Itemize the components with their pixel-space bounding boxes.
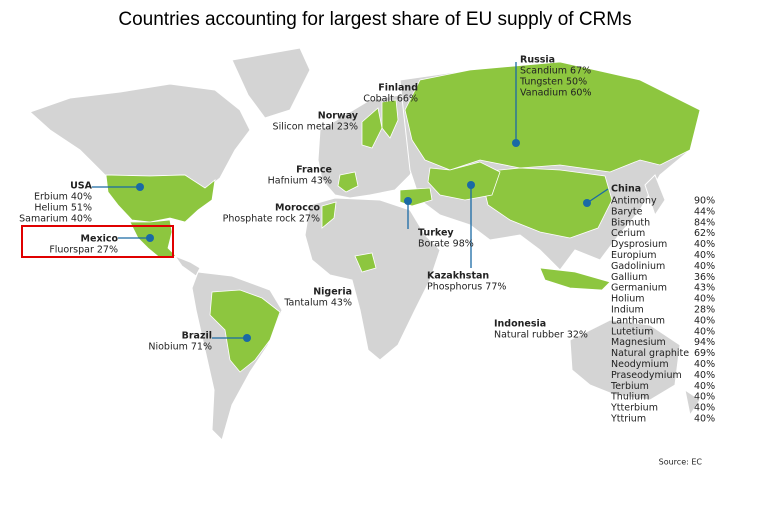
china-material: Magnesium bbox=[611, 337, 666, 348]
country-name: Norway bbox=[318, 111, 359, 122]
leaders bbox=[92, 62, 609, 342]
china-share: 43% bbox=[694, 283, 715, 294]
country-material: Scandium 67% bbox=[520, 66, 591, 77]
china-material: Gadolinium bbox=[611, 261, 665, 272]
china-material: Natural graphite bbox=[611, 348, 689, 359]
china-material: Terbium bbox=[610, 381, 649, 392]
china-material: Thulium bbox=[610, 392, 649, 403]
china-share: 28% bbox=[694, 305, 715, 316]
china-material: Germanium bbox=[611, 283, 667, 294]
china-share: 40% bbox=[694, 403, 715, 414]
country-material: Borate 98% bbox=[418, 239, 474, 250]
country-material: Tungsten 50% bbox=[519, 77, 587, 88]
china-share: 36% bbox=[694, 272, 715, 283]
china-share: 40% bbox=[694, 261, 715, 272]
china-share: 40% bbox=[694, 315, 715, 326]
china-share: 40% bbox=[694, 294, 715, 305]
highlight-box bbox=[21, 225, 174, 258]
country-material: Cobalt 66% bbox=[363, 94, 418, 105]
china-share: 40% bbox=[694, 414, 715, 425]
china-share: 84% bbox=[694, 217, 715, 228]
china-material: Cerium bbox=[611, 228, 645, 239]
china-share: 94% bbox=[694, 337, 715, 348]
china-material: Dysprosium bbox=[611, 239, 667, 250]
china-share: 40% bbox=[694, 381, 715, 392]
country-name: Brazil bbox=[182, 331, 212, 342]
country-name: Finland bbox=[378, 83, 418, 94]
country-name: Russia bbox=[520, 55, 555, 66]
title: Countries accounting for largest share o… bbox=[118, 9, 631, 30]
country-material: Tantalum 43% bbox=[283, 298, 352, 309]
country-name: USA bbox=[70, 181, 93, 192]
china-share: 40% bbox=[694, 392, 715, 403]
country-material: Hafnium 43% bbox=[268, 176, 332, 187]
china-material: Lanthanum bbox=[611, 315, 665, 326]
china-share: 62% bbox=[694, 228, 715, 239]
china-share: 40% bbox=[694, 359, 715, 370]
country-material: Silicon metal 23% bbox=[273, 122, 358, 133]
china-material: Baryte bbox=[611, 206, 643, 217]
country-material: Natural rubber 32% bbox=[494, 330, 588, 341]
china-material: Ytterbium bbox=[610, 403, 658, 414]
china-material: Antimony bbox=[611, 196, 657, 207]
country-name: Kazakhstan bbox=[427, 271, 489, 282]
country-name: Indonesia bbox=[494, 319, 546, 330]
country-name: Turkey bbox=[418, 228, 454, 239]
china-share: 40% bbox=[694, 326, 715, 337]
country-name: France bbox=[296, 165, 332, 176]
country-material: Niobium 71% bbox=[148, 342, 212, 353]
china-material: Gallium bbox=[611, 272, 647, 283]
china-share: 40% bbox=[694, 370, 715, 381]
country-material: Phosphate rock 27% bbox=[223, 214, 320, 225]
country-name: Morocco bbox=[275, 203, 320, 214]
china-share: 90% bbox=[694, 196, 715, 207]
china-material: Indium bbox=[611, 305, 644, 316]
china-name: China bbox=[611, 184, 641, 195]
country-material: Vanadium 60% bbox=[520, 88, 592, 99]
china-material: Holium bbox=[611, 294, 645, 305]
china-material: Europium bbox=[611, 250, 656, 261]
country-material: Erbium 40% bbox=[34, 192, 92, 203]
source: Source: EC bbox=[659, 458, 703, 467]
country-material: Samarium 40% bbox=[19, 214, 92, 225]
china-material: Lutetium bbox=[611, 326, 653, 337]
china-material: Bismuth bbox=[611, 217, 650, 228]
china-share: 40% bbox=[694, 239, 715, 250]
country-material: Phosphorus 77% bbox=[427, 282, 506, 293]
china-share: 69% bbox=[694, 348, 715, 359]
country-name: Mexico bbox=[81, 234, 119, 245]
country-name: Nigeria bbox=[313, 287, 352, 298]
china-share: 40% bbox=[694, 250, 715, 261]
china-material: Neodymium bbox=[611, 359, 669, 370]
china-material: Praseodymium bbox=[611, 370, 682, 381]
china-material: Yttrium bbox=[610, 414, 646, 425]
country-material: Helium 51% bbox=[34, 203, 92, 214]
china-share: 44% bbox=[694, 206, 715, 217]
country-material: Fluorspar 27% bbox=[49, 245, 118, 256]
